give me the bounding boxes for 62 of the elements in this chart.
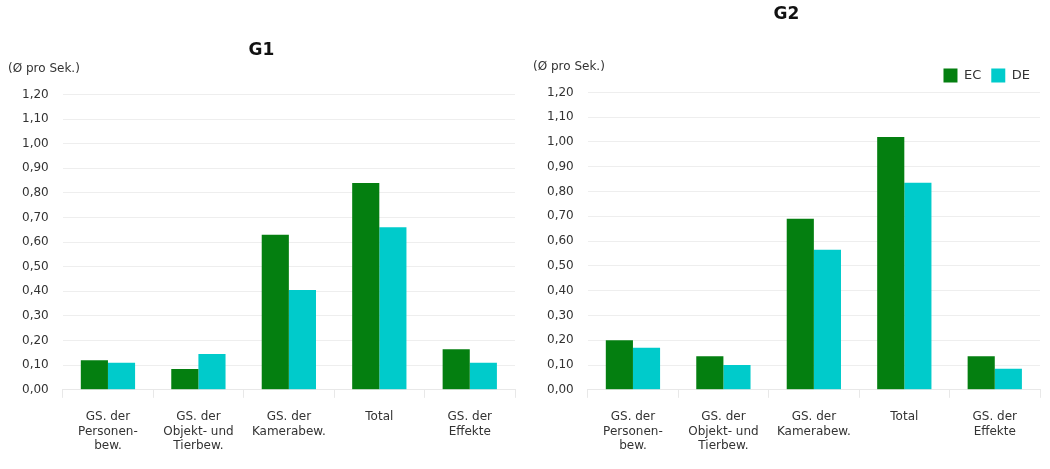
y-axis-title: (Ø pro Sek.) (8, 60, 80, 75)
bar (379, 227, 407, 390)
y-tick-label: 0,00 (547, 381, 574, 396)
bar (877, 137, 905, 390)
legend-label: EC (963, 66, 982, 82)
x-tick-label: GS. der Objekt- und Tierbew. (688, 409, 759, 452)
y-tick-label: 0,60 (22, 234, 49, 249)
bar (171, 368, 199, 390)
x-tick-label: GS. der Personen- bew. (78, 409, 138, 452)
bar (288, 290, 316, 390)
chart-title: G2 (773, 2, 800, 23)
x-tick-label: GS. der Effekte (972, 409, 1018, 438)
bar (198, 354, 226, 390)
bar (469, 362, 497, 390)
chart-title: G1 (248, 38, 275, 59)
y-tick-label: 0,40 (547, 282, 574, 297)
y-tick-label: 0,10 (547, 357, 574, 372)
y-tick-label: 0,00 (22, 381, 49, 396)
bar (442, 349, 470, 390)
x-tick-label: GS. der Effekte (447, 409, 493, 438)
y-tick-label: 0,80 (22, 184, 49, 199)
y-tick-label: 1,10 (547, 109, 574, 124)
x-tick-label: GS. der Personen- bew. (603, 409, 663, 452)
y-tick-label: 1,10 (22, 111, 49, 126)
bar (904, 182, 932, 390)
bar (967, 356, 995, 390)
y-tick-label: 0,80 (547, 183, 574, 198)
y-tick-label: 1,20 (22, 86, 49, 101)
bar (813, 249, 841, 390)
y-tick-label: 1,00 (547, 134, 574, 149)
bar (605, 340, 633, 390)
bar (261, 234, 289, 390)
bar (994, 368, 1022, 390)
y-tick-label: 1,20 (547, 84, 574, 99)
bar (352, 183, 380, 390)
bar (723, 365, 751, 390)
y-tick-label: 0,50 (22, 258, 49, 273)
x-tick-label: GS. der Kamerabew. (776, 409, 851, 438)
bar (80, 360, 108, 390)
y-tick-label: 0,30 (547, 307, 574, 322)
y-tick-label: 0,90 (22, 160, 49, 175)
x-tick-label: GS. der Objekt- und Tierbew. (163, 409, 234, 452)
y-tick-label: 0,90 (547, 158, 574, 173)
y-tick-label: 0,30 (22, 308, 49, 323)
y-tick-label: 0,70 (547, 208, 574, 223)
y-tick-label: 0,60 (547, 233, 574, 248)
y-tick-label: 0,10 (22, 357, 49, 372)
bar (632, 347, 661, 390)
x-tick-label: Total (889, 409, 919, 424)
y-tick-label: 0,70 (22, 209, 49, 224)
y-tick-label: 0,20 (22, 332, 49, 347)
x-tick-label: GS. der Kamerabew. (251, 409, 326, 438)
x-tick-label: Total (364, 409, 394, 424)
bar (786, 218, 814, 390)
y-tick-label: 1,00 (22, 135, 49, 150)
y-axis-title: (Ø pro Sek.) (533, 58, 605, 73)
bar (696, 356, 724, 390)
bar (107, 362, 136, 390)
y-tick-label: 0,50 (547, 258, 574, 273)
y-tick-label: 0,20 (547, 332, 574, 347)
legend-label: DE (1011, 66, 1031, 82)
y-tick-label: 0,40 (22, 283, 49, 298)
